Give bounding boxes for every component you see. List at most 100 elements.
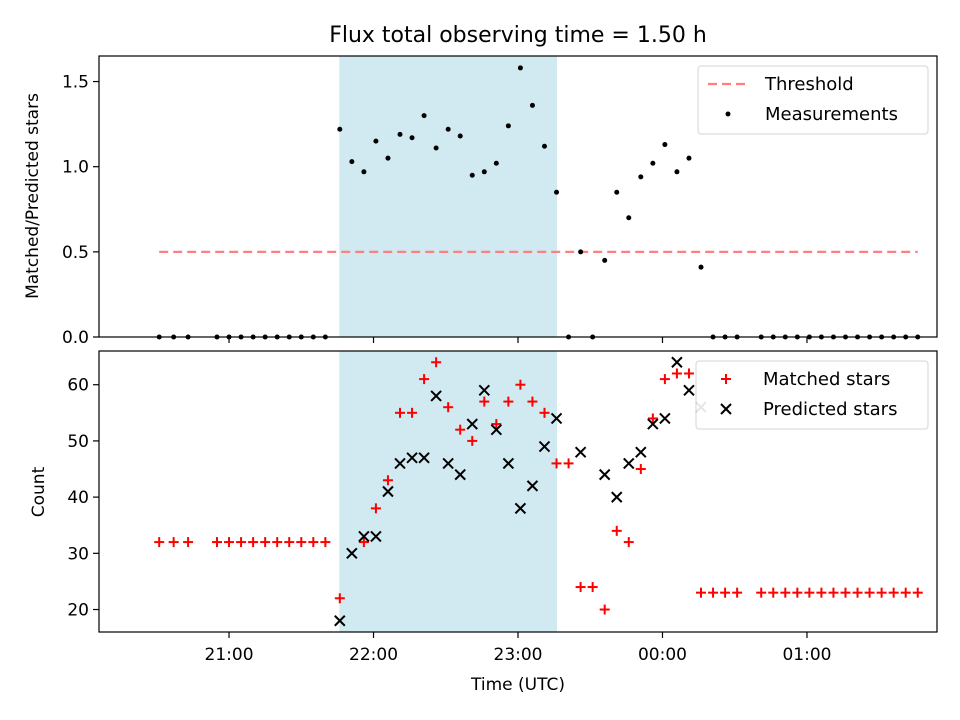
matched-star-point [864,587,875,598]
y-tick-label: 30 [67,544,89,564]
matched-star-point [768,587,779,598]
legend-matched-label: Matched stars [763,369,890,390]
measurement-point [409,135,415,141]
predicted-star-point [526,480,539,492]
predicted-star-point-b [538,440,551,453]
matched-star-point [659,374,670,385]
matched-star-point [575,582,586,593]
y-tick-label: 1.0 [62,158,89,178]
legend-plus-marker [721,374,731,384]
matched-star-point [611,525,622,536]
matched-star-point [272,537,283,548]
matched-star-point [236,537,247,548]
predicted-star-point-b [466,418,478,430]
measurement-point [626,215,632,221]
count-legend: Matched stars Predicted stars [695,360,929,430]
legend-predicted-label: Predicted stars [763,399,897,420]
legend-measurements-label: Measurements [765,104,898,125]
legend-x-marker-b [720,403,732,415]
matched-star-point [635,464,646,475]
predicted-star-point [550,412,563,425]
measurement-point [578,249,584,255]
predicted-star-point [334,615,346,627]
matched-star-point [708,587,719,598]
predicted-star-point-b [418,452,430,464]
y-tick-label: 60 [67,376,89,396]
predicted-star-point-b [611,491,623,503]
legend-matched-swatch [721,374,731,384]
measurement-point [541,143,547,149]
matched-star-point [407,407,418,418]
predicted-star-point [442,457,454,470]
predicted-star-point-b [334,615,346,627]
measurement-point [373,138,379,144]
predicted-star-point [430,390,442,402]
matched-star-point [599,604,610,615]
predicted-star-point [502,457,515,470]
predicted-star-point-b [430,390,442,402]
ratio-legend-box [697,65,929,135]
measurement-point [397,131,403,137]
matched-star-point [515,379,526,390]
measurement-point [385,155,391,161]
measurement-point [602,257,608,263]
matched-star-point [623,537,634,548]
y-tick-label: 0.5 [62,243,89,263]
matched-star-point [683,368,694,379]
measurement-point [457,133,463,139]
predicted-star-point-b [370,530,382,543]
measurement-point [638,174,644,180]
ratio-y-ticks: 0.0 0.5 1.0 1.5 [62,73,99,348]
predicted-star-point [358,530,370,543]
matched-star-point [467,435,478,446]
matched-star-point [828,587,839,598]
matched-star-point [308,537,319,548]
measurement-point [650,160,656,166]
matched-star-point [792,587,803,598]
ratio-x-ticks [228,337,808,343]
predicted-star-point [683,384,695,397]
observing-window-shade [339,55,558,338]
matched-star-point [284,537,295,548]
predicted-star-point [370,530,382,543]
predicted-star-point-b [442,457,454,470]
matched-star-point [431,357,442,368]
predicted-star-point [418,452,430,464]
predicted-star-point [611,491,623,503]
matched-star-point [168,537,179,548]
matched-star-point [539,407,550,418]
count-y-label: Count [29,466,49,517]
matched-star-point [455,424,466,435]
matched-star-point [527,396,538,407]
predicted-star-point [394,457,406,470]
matched-star-point [840,587,851,598]
matched-star-point [503,396,514,407]
matched-star-point [696,587,707,598]
y-tick-label: 40 [67,488,89,508]
predicted-star-point-b [382,485,394,498]
matched-star-point [732,587,743,598]
predicted-star-point [623,457,635,470]
x-tick-label: 21:00 [205,645,254,665]
predicted-star-point-b [647,418,659,430]
predicted-star-point [478,384,490,397]
predicted-star-point-b [502,457,515,470]
predicted-star-point-b [454,468,466,481]
matched-star-point [395,407,406,418]
predicted-star-point [635,446,647,458]
legend-predicted-swatch [720,403,732,415]
measurement-point [505,123,511,129]
predicted-star-point [454,468,466,481]
matched-star-point [888,587,899,598]
x-tick-label: 01:00 [782,645,831,665]
matched-star-point [491,419,502,430]
predicted-star-point-b [635,446,647,458]
matched-star-point [563,458,574,469]
legend-threshold-label: Threshold [764,74,854,95]
count-y-ticks: 20 30 40 50 60 [67,376,99,621]
matched-star-point [912,587,923,598]
matched-star-point [260,537,271,548]
count-panel: 20 30 40 50 60 21:00 22:00 23:00 00:00 01:00 Cou… [29,350,938,695]
predicted-star-point-b [346,547,358,560]
predicted-star-point-b [623,457,635,470]
